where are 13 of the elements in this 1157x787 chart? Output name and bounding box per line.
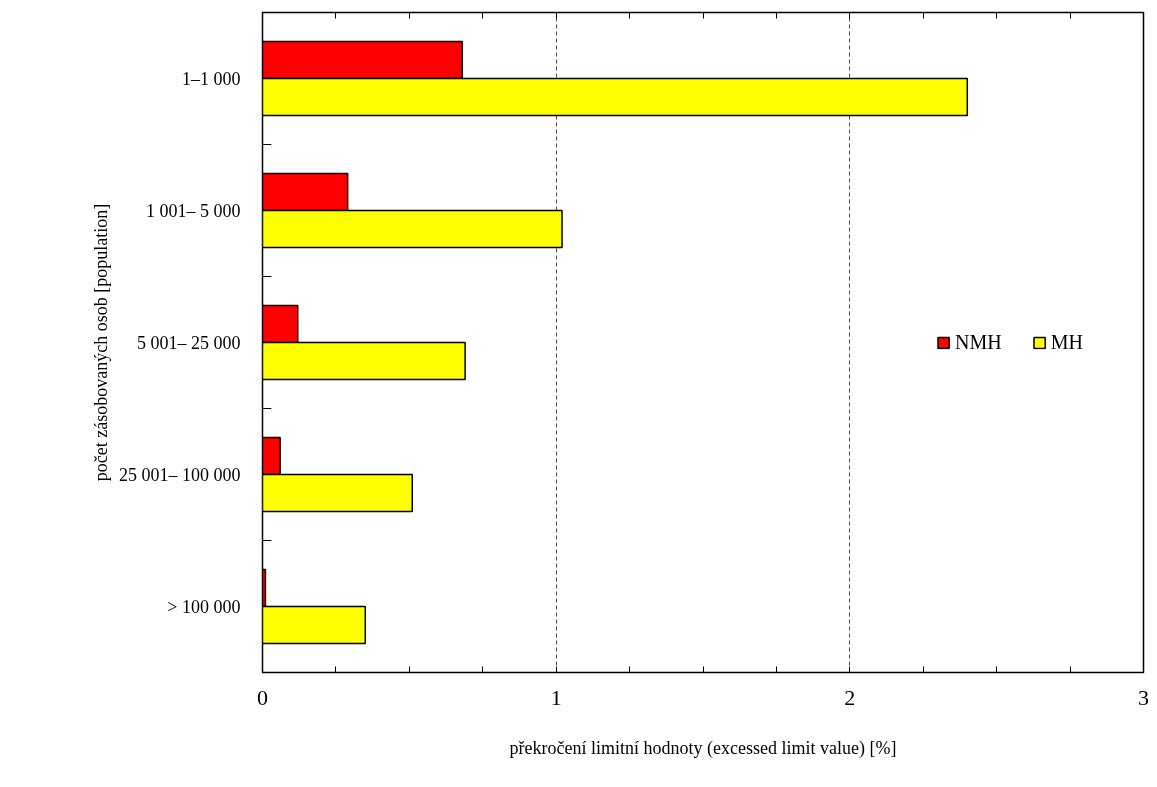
y-tick-label: 1–1 000 xyxy=(182,68,241,89)
y-tick-label: 5 001– 25 000 xyxy=(137,332,241,353)
x-tick-label: 2 xyxy=(844,684,856,710)
legend-label: NMH xyxy=(955,330,1002,354)
x-axis-title: překročení limitní hodnoty (excessed limit value) [%] xyxy=(509,737,897,759)
legend-label: MH xyxy=(1050,330,1083,354)
x-tick-label: 0 xyxy=(257,684,268,710)
y-tick-label: > 100 000 xyxy=(167,596,241,617)
x-tick-label: 3 xyxy=(1138,684,1149,710)
x-tick-label: 1 xyxy=(550,684,562,710)
y-axis-title: počet zásobovaných osob [population] xyxy=(91,203,111,482)
y-tick-label: 1 001– 5 000 xyxy=(146,200,241,221)
y-tick-label: 25 001– 100 000 xyxy=(119,464,241,485)
